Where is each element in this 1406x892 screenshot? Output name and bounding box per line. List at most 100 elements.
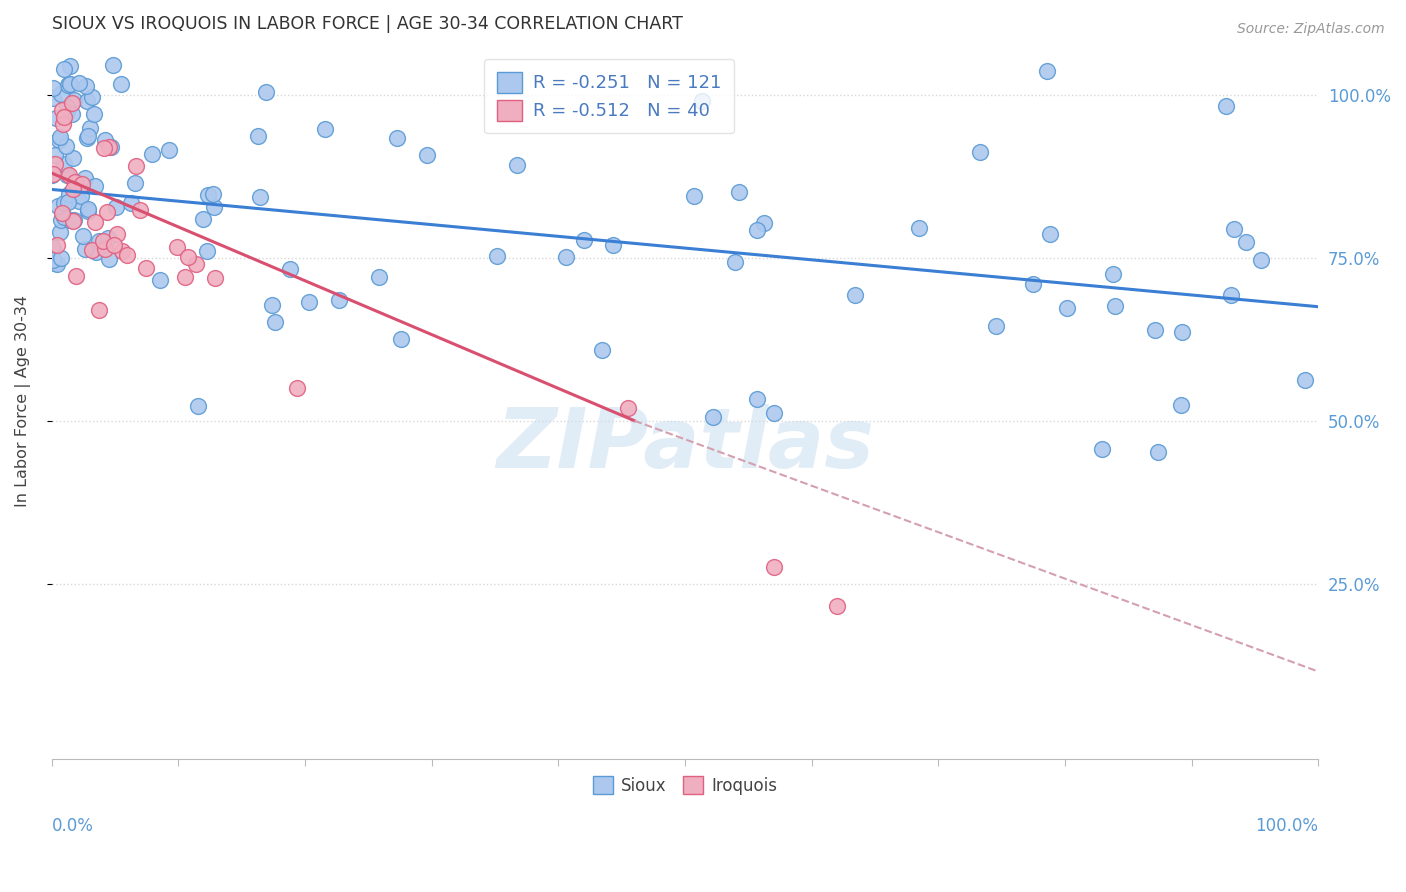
Point: [128, 202, 150, 217]
Point: [59, 58, 82, 72]
Point: [62, 93, 84, 107]
Point: [1102, 267, 1125, 281]
Point: [1219, 288, 1241, 302]
Point: [59, 77, 82, 91]
Point: [59, 213, 82, 227]
Point: [60, 107, 83, 121]
Point: [49, 87, 72, 102]
Point: [82, 89, 104, 103]
Point: [76, 203, 98, 218]
Point: [103, 237, 125, 252]
Point: [52, 157, 75, 171]
Point: [1294, 373, 1316, 387]
Point: [100, 139, 122, 153]
Point: [97, 252, 120, 266]
Point: [908, 220, 931, 235]
Point: [416, 148, 439, 162]
Point: [166, 240, 188, 254]
Point: [1091, 442, 1114, 456]
Point: [67, 76, 90, 90]
Point: [1215, 99, 1237, 113]
Point: [120, 195, 142, 210]
Text: 0.0%: 0.0%: [52, 817, 94, 835]
Point: [173, 269, 195, 284]
Point: [41, 169, 63, 183]
Point: [58, 186, 80, 201]
Point: [1036, 63, 1059, 78]
Point: [724, 254, 747, 268]
Point: [84, 215, 107, 229]
Point: [187, 399, 209, 413]
Point: [42, 243, 65, 257]
Point: [692, 94, 714, 108]
Point: [389, 332, 412, 346]
Point: [70, 177, 93, 191]
Point: [984, 318, 1007, 333]
Point: [55, 168, 77, 182]
Point: [58, 77, 80, 91]
Point: [76, 131, 98, 145]
Point: [486, 249, 509, 263]
Point: [86, 244, 108, 259]
Point: [762, 560, 785, 574]
Point: [747, 392, 769, 406]
Point: [93, 141, 115, 155]
Point: [79, 121, 101, 136]
Point: [204, 271, 226, 285]
Point: [67, 194, 90, 208]
Point: [44, 157, 66, 171]
Point: [125, 159, 148, 173]
Point: [62, 181, 84, 195]
Point: [149, 273, 172, 287]
Point: [70, 188, 93, 202]
Point: [110, 78, 132, 92]
Point: [825, 599, 848, 614]
Point: [73, 171, 96, 186]
Point: [157, 143, 180, 157]
Point: [285, 381, 308, 395]
Point: [328, 293, 350, 307]
Point: [94, 133, 117, 147]
Point: [191, 212, 214, 227]
Point: [62, 214, 84, 228]
Point: [62, 95, 84, 110]
Point: [63, 212, 86, 227]
Point: [1171, 325, 1194, 339]
Point: [1170, 398, 1192, 412]
Point: [262, 298, 284, 312]
Point: [105, 227, 128, 241]
Point: [602, 238, 624, 252]
Point: [297, 295, 319, 310]
Point: [202, 200, 225, 214]
Point: [124, 176, 146, 190]
Point: [65, 269, 87, 284]
Point: [62, 151, 84, 165]
Point: [53, 62, 76, 76]
Point: [728, 186, 751, 200]
Point: [101, 58, 124, 72]
Point: [1147, 445, 1170, 459]
Point: [75, 78, 97, 93]
Text: SIOUX VS IROQUOIS IN LABOR FORCE | AGE 30-34 CORRELATION CHART: SIOUX VS IROQUOIS IN LABOR FORCE | AGE 3…: [52, 15, 683, 33]
Y-axis label: In Labor Force | Age 30-34: In Labor Force | Age 30-34: [15, 295, 31, 508]
Point: [45, 111, 67, 125]
Point: [555, 251, 578, 265]
Point: [197, 188, 219, 202]
Point: [1234, 235, 1257, 250]
Point: [51, 206, 73, 220]
Point: [48, 133, 70, 147]
Point: [83, 179, 105, 194]
Point: [52, 117, 75, 131]
Point: [42, 81, 65, 95]
Point: [55, 139, 77, 153]
Point: [97, 140, 120, 154]
Point: [46, 237, 69, 252]
Point: [176, 250, 198, 264]
Point: [42, 252, 65, 267]
Point: [80, 243, 103, 257]
Point: [1039, 227, 1062, 242]
Point: [141, 146, 163, 161]
Point: [111, 244, 134, 258]
Point: [46, 199, 69, 213]
Point: [63, 175, 86, 189]
